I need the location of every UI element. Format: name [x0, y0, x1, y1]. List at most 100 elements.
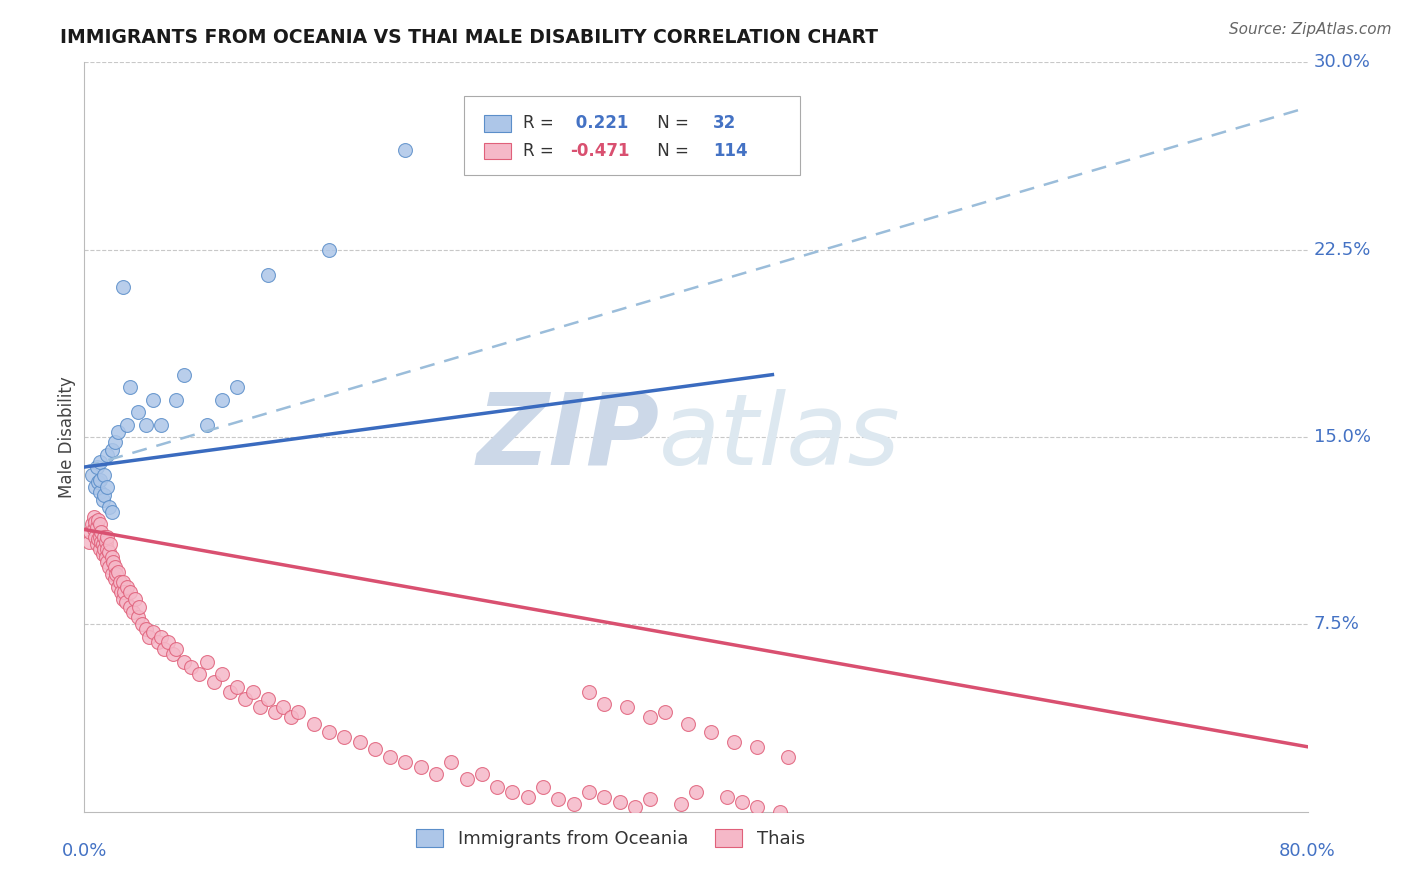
Point — [91, 492, 114, 507]
Point — [394, 755, 416, 769]
Point — [135, 417, 157, 432]
Point — [578, 785, 600, 799]
Point — [89, 473, 111, 487]
Point — [87, 512, 110, 526]
Point — [142, 624, 165, 639]
Point — [685, 785, 707, 799]
Point — [91, 537, 114, 551]
Point — [531, 780, 554, 794]
Point — [249, 699, 271, 714]
Point — [486, 780, 509, 794]
Point — [162, 648, 184, 662]
Point — [93, 542, 115, 557]
Point — [776, 749, 799, 764]
Point — [127, 405, 149, 419]
Point — [318, 243, 340, 257]
Point — [700, 724, 723, 739]
Point — [97, 500, 120, 514]
Point — [96, 448, 118, 462]
Point — [135, 623, 157, 637]
Point — [107, 565, 129, 579]
Point — [93, 487, 115, 501]
Point — [77, 535, 100, 549]
Point — [638, 710, 661, 724]
Point — [86, 537, 108, 551]
FancyBboxPatch shape — [464, 96, 800, 175]
Point — [471, 767, 494, 781]
Point — [349, 735, 371, 749]
Point — [104, 573, 127, 587]
Point — [624, 799, 647, 814]
Point — [93, 467, 115, 482]
Point — [616, 699, 638, 714]
Point — [97, 545, 120, 559]
Point — [91, 548, 114, 562]
Text: 80.0%: 80.0% — [1279, 842, 1336, 860]
Point — [96, 542, 118, 557]
Bar — [484, 115, 512, 132]
Point — [271, 699, 294, 714]
Point — [80, 467, 103, 482]
Point — [107, 425, 129, 439]
Point — [104, 560, 127, 574]
Point — [578, 685, 600, 699]
Point — [84, 480, 107, 494]
Text: 30.0%: 30.0% — [1313, 54, 1371, 71]
Point — [202, 674, 225, 689]
Text: N =: N = — [652, 142, 695, 161]
Point — [456, 772, 478, 787]
Point — [138, 630, 160, 644]
Text: 32: 32 — [713, 114, 737, 132]
Point — [731, 795, 754, 809]
Point — [89, 485, 111, 500]
Point — [114, 595, 136, 609]
Point — [96, 480, 118, 494]
Bar — [484, 143, 512, 160]
Point — [101, 442, 124, 457]
Text: R =: R = — [523, 114, 560, 132]
Point — [86, 520, 108, 534]
Point — [165, 642, 187, 657]
Point — [89, 455, 111, 469]
Point — [380, 749, 402, 764]
Point — [153, 642, 176, 657]
Point — [97, 560, 120, 574]
Point — [593, 698, 616, 712]
Point — [101, 505, 124, 519]
Point — [96, 555, 118, 569]
Point — [120, 599, 142, 614]
Point — [716, 789, 738, 804]
Point — [173, 655, 195, 669]
Text: R =: R = — [523, 142, 560, 161]
Point — [654, 705, 676, 719]
Point — [669, 797, 692, 812]
Point — [165, 392, 187, 407]
Text: 0.221: 0.221 — [569, 114, 628, 132]
Point — [89, 542, 111, 557]
Point — [678, 717, 700, 731]
Point — [280, 710, 302, 724]
Text: 22.5%: 22.5% — [1313, 241, 1371, 259]
Point — [103, 555, 125, 569]
Point — [287, 705, 309, 719]
Point — [502, 785, 524, 799]
Point — [84, 530, 107, 544]
Point — [364, 742, 387, 756]
Point — [104, 435, 127, 450]
Point — [562, 797, 585, 812]
Point — [226, 680, 249, 694]
Point — [83, 523, 105, 537]
Point — [333, 730, 356, 744]
Point — [80, 517, 103, 532]
Text: ZIP: ZIP — [477, 389, 659, 485]
Point — [747, 799, 769, 814]
Point — [94, 549, 117, 564]
Point — [211, 392, 233, 407]
Point — [79, 524, 101, 539]
Point — [302, 717, 325, 731]
Point — [723, 735, 745, 749]
Point — [195, 655, 218, 669]
Point — [394, 143, 416, 157]
Text: 114: 114 — [713, 142, 748, 161]
Point — [638, 792, 661, 806]
